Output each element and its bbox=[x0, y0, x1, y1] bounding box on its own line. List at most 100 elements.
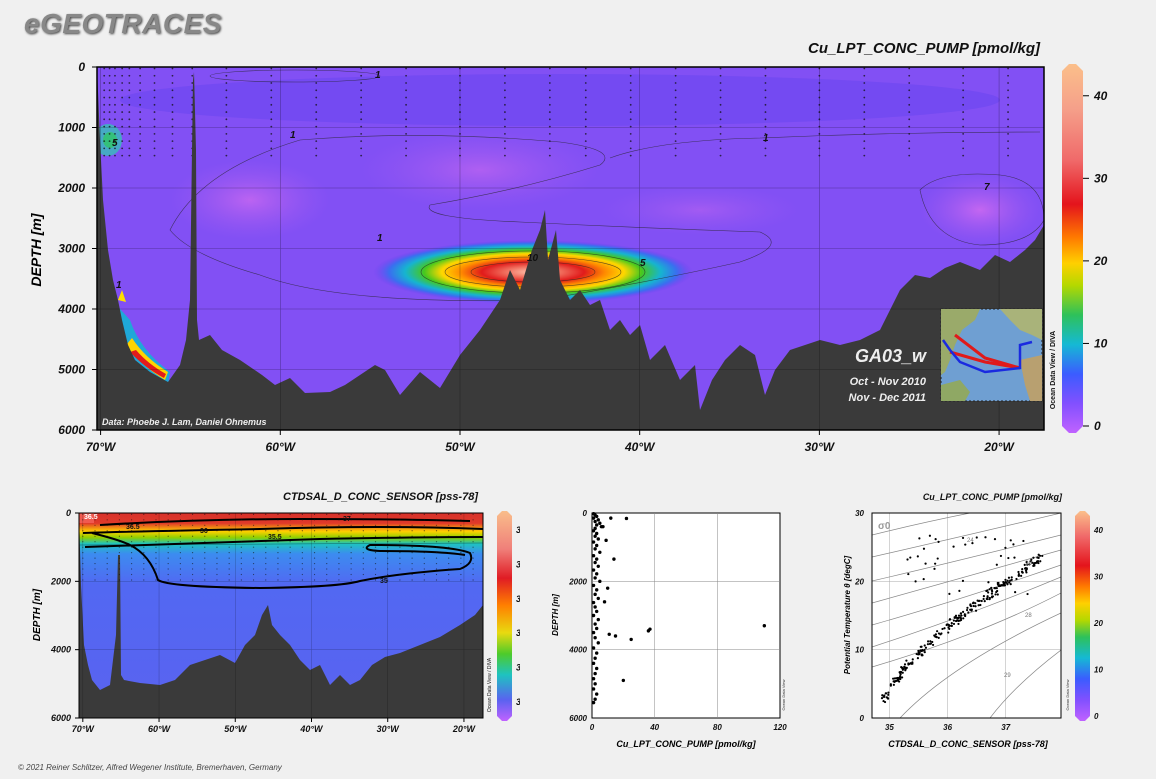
salinity-grid bbox=[79, 513, 483, 718]
sample-point bbox=[118, 513, 120, 515]
sample-point bbox=[114, 140, 116, 143]
sample-point bbox=[584, 154, 587, 157]
sample-point bbox=[240, 513, 242, 515]
sample-point bbox=[362, 562, 364, 565]
sample-point bbox=[103, 82, 106, 84]
ts-point bbox=[958, 589, 961, 592]
sample-point bbox=[962, 140, 965, 143]
sample-point bbox=[1007, 132, 1009, 135]
sample-point bbox=[326, 552, 328, 554]
sample-point bbox=[326, 524, 328, 526]
ts-point bbox=[897, 679, 900, 682]
sample-point bbox=[315, 96, 318, 99]
sample-point bbox=[301, 524, 303, 526]
sample-point bbox=[139, 103, 142, 106]
sample-point bbox=[155, 546, 157, 548]
sample-point bbox=[374, 535, 377, 537]
sample-point bbox=[108, 96, 111, 99]
ts-plot-frame bbox=[871, 512, 1062, 719]
sample-point bbox=[818, 118, 821, 121]
main-x-tick: 70°W bbox=[86, 440, 117, 454]
sample-point bbox=[584, 74, 587, 77]
sample-point bbox=[155, 530, 157, 532]
sample-point bbox=[908, 147, 911, 150]
sample-point bbox=[228, 546, 230, 548]
ts-point bbox=[934, 562, 937, 565]
profile-point bbox=[593, 622, 597, 626]
sample-point bbox=[674, 111, 677, 113]
sample-point bbox=[204, 562, 206, 565]
sample-point bbox=[108, 140, 111, 143]
ts-point bbox=[936, 630, 939, 633]
contour-label: 35.5 bbox=[268, 534, 282, 541]
sample-point bbox=[472, 513, 474, 515]
sample-point bbox=[962, 96, 965, 99]
sample-point bbox=[423, 524, 425, 526]
sample-point bbox=[108, 132, 111, 135]
profile-plot-frame bbox=[591, 512, 781, 719]
sample-point bbox=[360, 132, 363, 135]
sample-point bbox=[118, 530, 120, 532]
sample-point bbox=[1007, 67, 1009, 70]
sample-point bbox=[459, 118, 461, 121]
sample-point bbox=[374, 541, 377, 543]
sample-point bbox=[121, 154, 124, 157]
ts-point bbox=[1020, 570, 1024, 573]
sample-point bbox=[225, 67, 228, 70]
sample-point bbox=[82, 530, 84, 532]
sample-point bbox=[962, 103, 965, 106]
sample-point bbox=[315, 154, 318, 157]
ts-point bbox=[950, 624, 953, 627]
isopycnal-label: 26 bbox=[1025, 561, 1032, 567]
sample-point bbox=[448, 552, 450, 554]
ts-point bbox=[967, 611, 970, 614]
sample-point bbox=[277, 562, 279, 565]
sample-point bbox=[103, 147, 106, 150]
sample-point bbox=[153, 96, 156, 99]
sample-point bbox=[118, 524, 120, 526]
profile-point bbox=[593, 547, 597, 551]
sample-point bbox=[191, 96, 194, 99]
profile-point bbox=[598, 579, 602, 584]
sample-point bbox=[216, 546, 218, 548]
sample-point bbox=[360, 103, 363, 106]
sample-point bbox=[128, 111, 131, 113]
contour-label: 10 bbox=[527, 253, 539, 264]
sample-point bbox=[128, 67, 131, 70]
contour-label: 1 bbox=[377, 233, 383, 244]
main-x-tick: 30°W bbox=[805, 440, 836, 454]
main-x-tick: 50°W bbox=[445, 440, 476, 454]
sample-point bbox=[326, 541, 328, 543]
sample-point bbox=[962, 125, 965, 128]
sample-point bbox=[252, 541, 255, 543]
sample-point bbox=[301, 568, 303, 570]
sample-point bbox=[106, 568, 108, 570]
profile-point bbox=[624, 516, 629, 521]
sample-point bbox=[82, 568, 84, 570]
sample-point bbox=[153, 132, 156, 135]
profile-point bbox=[596, 617, 600, 622]
sample-point bbox=[270, 147, 273, 150]
sample-point bbox=[374, 524, 377, 526]
sample-point bbox=[326, 535, 328, 537]
salinity-colorbar bbox=[497, 511, 512, 721]
sample-point bbox=[908, 111, 911, 113]
sample-point bbox=[82, 519, 84, 521]
sample-point bbox=[1007, 125, 1009, 128]
ts-point bbox=[922, 578, 925, 581]
ts-point bbox=[955, 619, 958, 622]
sample-point bbox=[94, 541, 96, 543]
sample-point bbox=[360, 125, 363, 128]
sample-point bbox=[719, 147, 722, 150]
profile-point bbox=[593, 526, 597, 531]
sample-point bbox=[459, 140, 461, 143]
sample-point bbox=[459, 89, 461, 92]
sample-point bbox=[171, 118, 174, 121]
sample-point bbox=[153, 67, 156, 70]
sample-point bbox=[411, 579, 413, 581]
sample-point bbox=[265, 524, 267, 526]
sample-point bbox=[130, 546, 133, 548]
sample-point bbox=[277, 513, 279, 515]
sample-point bbox=[962, 74, 965, 77]
contour-label: 7 bbox=[984, 182, 990, 193]
